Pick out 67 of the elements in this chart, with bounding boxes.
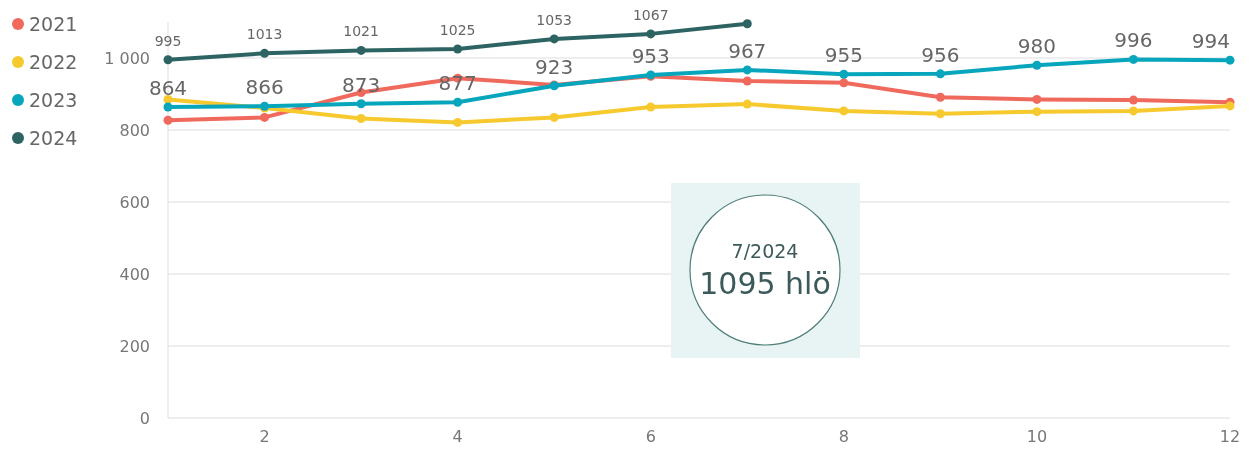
- point: [935, 109, 945, 119]
- data-label: 967: [728, 38, 767, 63]
- point: [163, 115, 173, 125]
- data-label: 923: [535, 54, 574, 79]
- point: [1225, 55, 1235, 65]
- annotation: 7/2024: [731, 240, 799, 262]
- point: [453, 44, 463, 54]
- data-label: 864: [148, 75, 188, 100]
- point: [1032, 60, 1042, 70]
- point: [163, 55, 173, 65]
- point: [935, 92, 945, 102]
- point: [1128, 54, 1138, 64]
- point: [356, 45, 366, 55]
- point: [549, 34, 559, 44]
- point: [742, 19, 752, 29]
- point: [356, 113, 366, 123]
- data-label: 956: [921, 42, 960, 67]
- data-label: 866: [245, 75, 284, 100]
- point: [839, 106, 849, 116]
- data-label: 980: [1017, 34, 1056, 59]
- y-tick-label: 600: [119, 192, 150, 212]
- data-label: 1053: [536, 11, 572, 28]
- data-label: 994: [1191, 29, 1230, 54]
- x-tick-label: 8: [838, 427, 849, 446]
- data-label: 995: [154, 32, 182, 49]
- point: [549, 112, 559, 122]
- x-tick-label: 4: [452, 427, 463, 446]
- data-label: 955: [824, 43, 863, 68]
- data-label: 953: [631, 43, 670, 68]
- data-label: 1013: [246, 26, 283, 43]
- point: [742, 99, 752, 109]
- y-tick-label: 200: [119, 336, 150, 356]
- legend-label: 2024: [29, 126, 78, 149]
- y-tick-label: 800: [119, 120, 150, 140]
- point: [260, 112, 270, 122]
- y-tick-label: 1 000: [104, 48, 150, 68]
- point: [356, 99, 366, 109]
- point: [742, 76, 752, 86]
- legend-label: 2023: [29, 88, 78, 111]
- legend-label: 2021: [29, 12, 78, 35]
- x-tick-label: 10: [1026, 427, 1048, 446]
- y-tick-label: 0: [139, 408, 150, 428]
- point: [935, 69, 945, 79]
- point: [163, 102, 173, 112]
- point: [1225, 101, 1235, 111]
- point: [1032, 107, 1042, 117]
- x-tick-label: 2: [259, 427, 270, 446]
- x-tick-label: 12: [1219, 427, 1241, 446]
- x-tick-label: 6: [645, 427, 656, 446]
- data-label: 1067: [632, 6, 669, 23]
- point: [260, 48, 270, 58]
- y-tick-label: 400: [119, 264, 150, 284]
- data-label: 1025: [439, 22, 476, 38]
- point: [453, 117, 463, 127]
- point: [742, 65, 752, 75]
- point: [646, 102, 656, 112]
- data-label: 1021: [343, 23, 379, 40]
- data-label: 996: [1114, 28, 1153, 53]
- point: [453, 97, 463, 107]
- point: [646, 29, 656, 39]
- point: [1128, 106, 1138, 116]
- legend-label: 2022: [29, 50, 78, 73]
- point: [839, 69, 849, 79]
- point: [1032, 94, 1042, 104]
- point: [839, 78, 849, 88]
- point: [1128, 95, 1138, 105]
- annotation: 1095 hlö: [699, 266, 831, 301]
